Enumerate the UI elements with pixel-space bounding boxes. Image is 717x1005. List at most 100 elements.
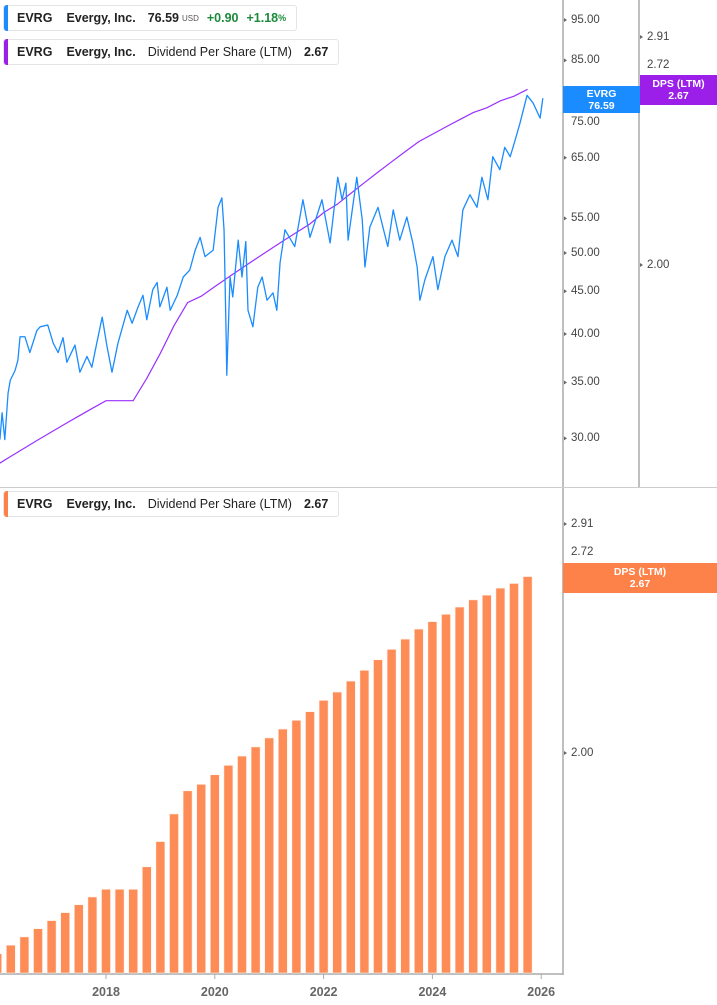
dps-badge-value: 2.67: [668, 90, 689, 102]
y-tick-label: 45.00: [571, 285, 600, 298]
y-tick-mark: [564, 18, 567, 22]
legend-company: Evergy, Inc.: [66, 497, 136, 511]
y-tick-mark: [564, 155, 567, 160]
dps-bar: [522, 576, 533, 974]
dps-bar: [196, 784, 206, 974]
y-tick-mark: [564, 216, 567, 221]
dps-bar: [386, 649, 397, 974]
legend-color-swatch: [4, 39, 8, 65]
dps-bar: [250, 746, 261, 974]
x-tick-label: 2018: [92, 985, 120, 999]
legend-ticker: EVRG: [17, 45, 53, 59]
legend-metric: Dividend Per Share (LTM): [147, 497, 292, 511]
dps-line: [0, 88, 528, 464]
dps-bar: [495, 587, 506, 974]
legend-color-swatch: [4, 5, 8, 31]
y-tick-mark: [564, 436, 567, 441]
dps-badge-value: 2.67: [629, 578, 651, 590]
y-tick-label: 40.00: [571, 327, 600, 340]
y-tick-mark: [564, 58, 567, 63]
y-tick-mark: [564, 380, 567, 385]
y-tick-label: 75.00: [571, 116, 600, 128]
y-tick-mark: [564, 751, 567, 756]
dps-bar: [237, 755, 247, 974]
dps-bar: [413, 628, 424, 974]
dps-bar: [481, 594, 492, 974]
dps-bar: [33, 928, 43, 974]
legend-price-value: 76.59: [147, 11, 179, 25]
y-tick-label: 2.72: [571, 546, 594, 558]
dps-bar: [101, 888, 111, 974]
y-tick-label: 2.91: [571, 518, 594, 530]
y-tick-label: 2.72: [647, 59, 670, 71]
dps-bar: [427, 621, 438, 974]
dps-bar: [142, 866, 152, 974]
dps-bar: [318, 700, 329, 974]
dps-bar: [332, 691, 343, 974]
y-tick-label: 55.00: [571, 212, 600, 225]
dps-bar: [277, 728, 288, 974]
legend-dps-bottom[interactable]: EVRG Evergy, Inc. Dividend Per Share (LT…: [3, 491, 340, 517]
dps-badge-label: DPS (LTM): [613, 566, 667, 578]
y-tick-label: 2.91: [647, 31, 670, 43]
legend-company: Evergy, Inc.: [66, 45, 136, 59]
dps-bar: [223, 765, 234, 974]
dps-bar: [291, 720, 302, 974]
dps-bar: [114, 888, 125, 974]
dps-bar: [87, 896, 98, 974]
dps-bar: [74, 904, 84, 974]
dps-bar: [305, 711, 315, 974]
y-tick-label: 30.00: [571, 432, 600, 445]
dps-bar: [373, 659, 383, 974]
dps-bar: [264, 737, 275, 974]
legend-change-pct: +1.18: [246, 11, 279, 25]
x-tick-label: 2020: [200, 985, 229, 999]
dps-bar: [182, 790, 193, 974]
y-tick-label: 2.00: [647, 259, 670, 271]
dps-bar: [46, 920, 57, 974]
legend-metric: Dividend Per Share (LTM): [147, 45, 292, 59]
y-tick-label: 50.00: [571, 246, 600, 259]
dps-bar: [400, 638, 411, 974]
dps-badge-bottom: DPS (LTM) 2.67: [563, 563, 717, 593]
price-badge-ticker: EVRG: [586, 87, 617, 100]
y-tick-mark: [564, 289, 567, 294]
dps-bar: [19, 936, 30, 974]
x-tick-label: 2024: [418, 985, 447, 999]
legend-price[interactable]: EVRG Evergy, Inc. 76.59 USD +0.90 +1.18%: [3, 5, 298, 31]
y-tick-label: 95.00: [571, 14, 600, 26]
dps-badge-label: DPS (LTM): [652, 78, 705, 90]
legend-pct-sign: %: [278, 13, 287, 23]
price-badge: EVRG 76.59: [563, 86, 640, 113]
legend-company: Evergy, Inc.: [66, 11, 136, 25]
y-tick-mark: [640, 35, 643, 39]
y-tick-mark: [564, 331, 567, 336]
y-tick-label: 35.00: [571, 376, 600, 389]
y-tick-mark: [640, 263, 643, 268]
legend-dps-value: 2.67: [303, 45, 329, 59]
legend-color-swatch: [4, 491, 8, 517]
legend-dps-top[interactable]: EVRG Evergy, Inc. Dividend Per Share (LT…: [3, 39, 340, 65]
dps-bar: [169, 813, 179, 974]
y-tick-mark: [564, 522, 567, 526]
y-tick-label: 85.00: [571, 54, 600, 67]
dps-bar: [155, 841, 166, 974]
price-line: [0, 94, 544, 441]
y-tick-mark: [564, 250, 567, 255]
dps-bar: [60, 912, 71, 974]
dps-bar: [345, 680, 356, 974]
legend-change: +0.90: [206, 11, 239, 25]
legend-ticker: EVRG: [17, 11, 53, 25]
y-tick-label: 65.00: [571, 151, 600, 164]
dps-bar: [210, 774, 220, 974]
dps-bar: [5, 944, 16, 974]
legend-ticker: EVRG: [17, 497, 53, 511]
y-tick-label: 2.00: [571, 747, 594, 760]
price-badge-value: 76.59: [588, 99, 615, 112]
dps-badge-top: DPS (LTM) 2.67: [640, 75, 717, 105]
x-tick-label: 2026: [527, 985, 556, 999]
dps-bar: [468, 599, 479, 974]
dps-bar: [454, 606, 465, 974]
x-tick-label: 2022: [309, 985, 338, 999]
